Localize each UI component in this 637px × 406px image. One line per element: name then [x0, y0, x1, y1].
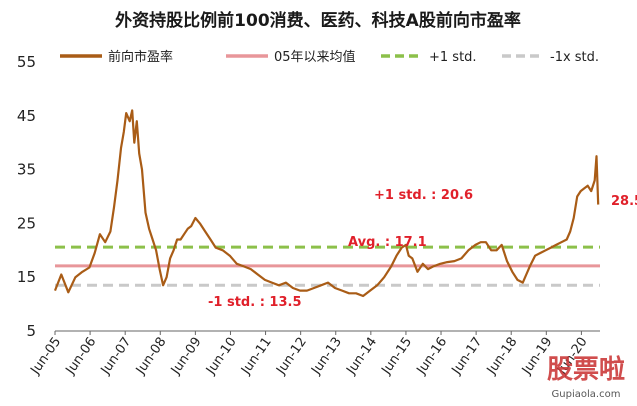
- legend-label: +1 std.: [429, 50, 477, 65]
- watermark-site: Gupiaola.com: [552, 389, 621, 400]
- x-tick-label: Jun-11: [238, 335, 275, 378]
- x-tick-label: Jun-08: [133, 335, 170, 378]
- watermark-text: 股票啦: [547, 354, 625, 385]
- x-tick-label: Jun-17: [449, 335, 486, 378]
- legend-label: 05年以来均值: [274, 49, 356, 65]
- x-tick-label: Jun-09: [168, 335, 205, 378]
- legend-item-forward-pe: 前向市盈率: [60, 49, 173, 65]
- annotation-plus-1-std: +1 std. : 20.6: [374, 188, 473, 203]
- pe-ratio-series-line: [53, 109, 600, 298]
- annotation-last-value: 28.5: [611, 194, 637, 209]
- annotations: +1 std. : 20.6 Avg. : 17.1 -1 std. : 13.5 2…: [208, 188, 637, 310]
- y-tick-label: 5: [26, 322, 36, 340]
- x-tick-label: Jun-13: [308, 335, 345, 378]
- y-tick-label: 15: [17, 268, 36, 286]
- legend-item-minus-1-std: -1x std.: [502, 50, 599, 65]
- chart-title: 外资持股比例前100消费、医药、科技A股前向市盈率: [115, 10, 521, 31]
- annotation-average: Avg. : 17.1: [348, 235, 427, 250]
- annotation-minus-1-std: -1 std. : 13.5: [208, 295, 302, 310]
- x-tick-label: Jun-16: [414, 335, 451, 378]
- legend-label: 前向市盈率: [108, 49, 173, 65]
- x-tick-label: Jun-18: [484, 335, 521, 378]
- series-layer: [53, 109, 600, 298]
- legend-item-average: 05年以来均值: [226, 49, 356, 65]
- y-tick-label: 25: [17, 214, 36, 232]
- watermark-logo: 股票啦 Gupiaola.com: [547, 354, 625, 400]
- y-axis: 55 45 35 25 15 5: [17, 53, 36, 340]
- x-tick-label: Jun-05: [28, 335, 65, 378]
- x-tick-label: Jun-14: [343, 335, 380, 378]
- x-tick-label: Jun-12: [273, 335, 310, 378]
- x-tick-label: Jun-06: [63, 335, 100, 378]
- y-tick-label: 35: [17, 161, 36, 179]
- legend-item-plus-1-std: +1 std.: [381, 50, 477, 65]
- x-tick-label: Jun-15: [379, 335, 416, 378]
- x-tick-label: Jun-07: [98, 335, 135, 378]
- legend-label: -1x std.: [550, 50, 599, 65]
- y-tick-label: 45: [17, 107, 36, 125]
- x-tick-label: Jun-10: [203, 335, 240, 378]
- x-axis: Jun-05Jun-06Jun-07Jun-08Jun-09Jun-10Jun-…: [28, 330, 600, 378]
- legend: 前向市盈率 05年以来均值 +1 std. -1x std.: [60, 49, 599, 65]
- y-tick-label: 55: [17, 53, 36, 71]
